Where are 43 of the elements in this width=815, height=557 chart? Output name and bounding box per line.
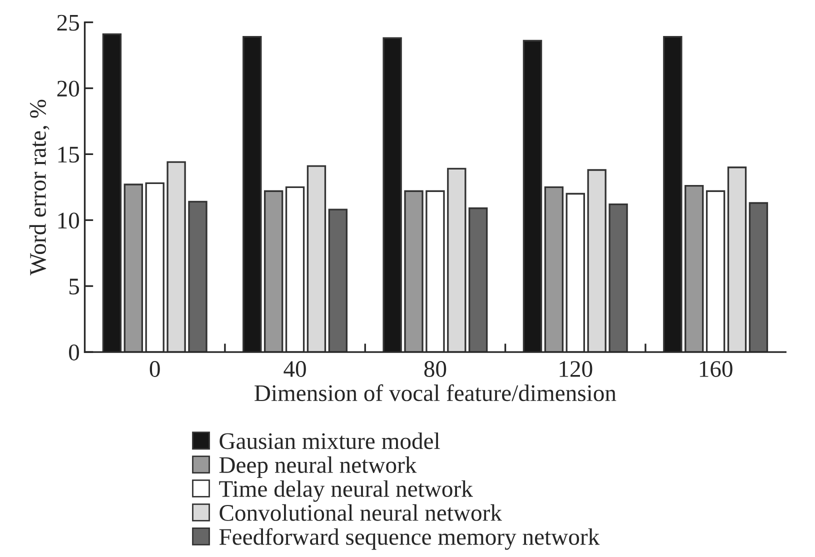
bar [727, 166, 747, 352]
x-tick-label: 120 [560, 361, 592, 377]
y-tick-label: 25 [57, 14, 79, 31]
x-tick-label: 40 [284, 361, 306, 377]
legend-label: Deep neural network [219, 456, 417, 478]
bar [608, 203, 628, 352]
bar [748, 202, 768, 352]
bar [663, 36, 682, 352]
bar [102, 33, 122, 352]
bar [447, 168, 466, 352]
y-tick-label: 15 [58, 146, 79, 163]
y-tick-label: 10 [58, 212, 79, 229]
x-tick-label: 160 [700, 361, 732, 377]
y-tick-label: 5 [69, 278, 79, 294]
bar [328, 208, 348, 352]
bar [587, 169, 606, 352]
bar [522, 40, 542, 352]
bar [566, 192, 585, 352]
x-axis-title: Dimension of vocal feature/dimension [254, 384, 616, 402]
bar [468, 207, 488, 352]
bar [426, 190, 445, 352]
bar [124, 184, 143, 352]
legend-label: Time delay neural network [219, 480, 473, 502]
bar [382, 37, 402, 352]
bar [544, 186, 564, 352]
bar [264, 190, 284, 352]
y-axis-title: Word error rate, % [29, 100, 50, 276]
bar [166, 161, 186, 352]
y-tick-label: 0 [68, 344, 79, 360]
bar [285, 186, 305, 352]
y-tick-label: 20 [57, 80, 79, 97]
bar [188, 200, 208, 352]
bar [706, 190, 726, 352]
bar [306, 165, 326, 352]
x-tick-label: 0 [150, 361, 160, 377]
bar [684, 185, 704, 352]
x-tick-label: 80 [424, 361, 446, 377]
legend-label: Feedforward sequence memory network [219, 528, 600, 550]
bar [404, 190, 424, 352]
legend-label: Convolutional neural network [220, 504, 502, 521]
bar [242, 36, 262, 352]
bar [145, 182, 164, 352]
legend-label: Gausian mixture model [220, 432, 440, 450]
